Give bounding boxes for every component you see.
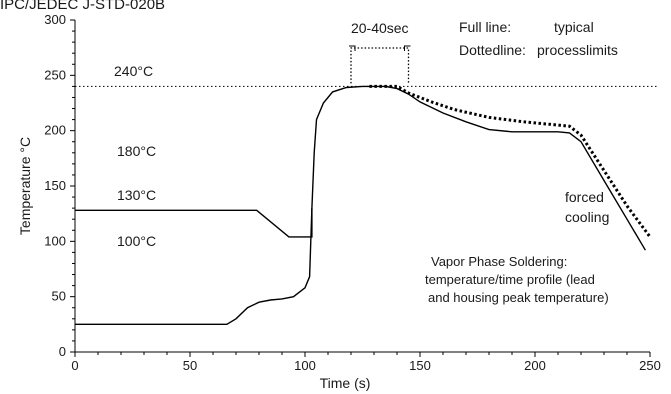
caption-line-2: temperature/time profile (lead xyxy=(425,272,595,287)
bracket-tick-right xyxy=(404,45,411,51)
series-typical-130-plateau xyxy=(75,208,313,238)
x-tick-label: 150 xyxy=(409,358,431,373)
y-tick-label: 300 xyxy=(44,12,66,27)
y-tick-label: 150 xyxy=(44,178,66,193)
x-ticks: 0 50 100 150 200 250 xyxy=(71,352,661,373)
y-ticks: 0 50 100 150 200 250 300 xyxy=(44,12,75,359)
series-process-limit xyxy=(369,84,652,238)
y-tick-label: 250 xyxy=(44,67,66,82)
label-130c: 130°C xyxy=(117,187,156,203)
chart-title: IPC/JEDEC J-STD-020B xyxy=(0,0,165,13)
label-100c: 100°C xyxy=(117,233,156,249)
caption-line-3: and housing peak temperature) xyxy=(428,290,609,305)
y-tick-label: 50 xyxy=(52,289,66,304)
legend-dotted-value: processlimits xyxy=(537,42,618,58)
legend-full-value: typical xyxy=(554,19,594,35)
time-bracket xyxy=(350,47,410,84)
x-tick-label: 50 xyxy=(183,358,197,373)
x-tick-label: 0 xyxy=(71,358,78,373)
label-240c: 240°C xyxy=(114,63,153,79)
x-tick-label: 100 xyxy=(294,358,316,373)
label-180c: 180°C xyxy=(117,143,156,159)
legend-dotted-key: Dottedline: xyxy=(459,42,526,58)
bracket-label: 20-40sec xyxy=(351,20,409,36)
x-tick-label: 200 xyxy=(524,358,546,373)
bracket-tick-left xyxy=(349,45,356,51)
caption-line-1: Vapor Phase Soldering: xyxy=(431,254,567,269)
y-axis-title: Temperature °C xyxy=(17,137,33,235)
legend-full-key: Full line: xyxy=(459,19,511,35)
label-cooling: cooling xyxy=(565,209,609,225)
y-tick-label: 200 xyxy=(44,123,66,138)
series-typical-main xyxy=(75,85,647,325)
x-axis-title: Time (s) xyxy=(320,375,371,391)
y-tick-label: 0 xyxy=(59,344,66,359)
label-forced: forced xyxy=(565,189,604,205)
y-tick-label: 100 xyxy=(44,233,66,248)
x-tick-label: 250 xyxy=(639,358,661,373)
